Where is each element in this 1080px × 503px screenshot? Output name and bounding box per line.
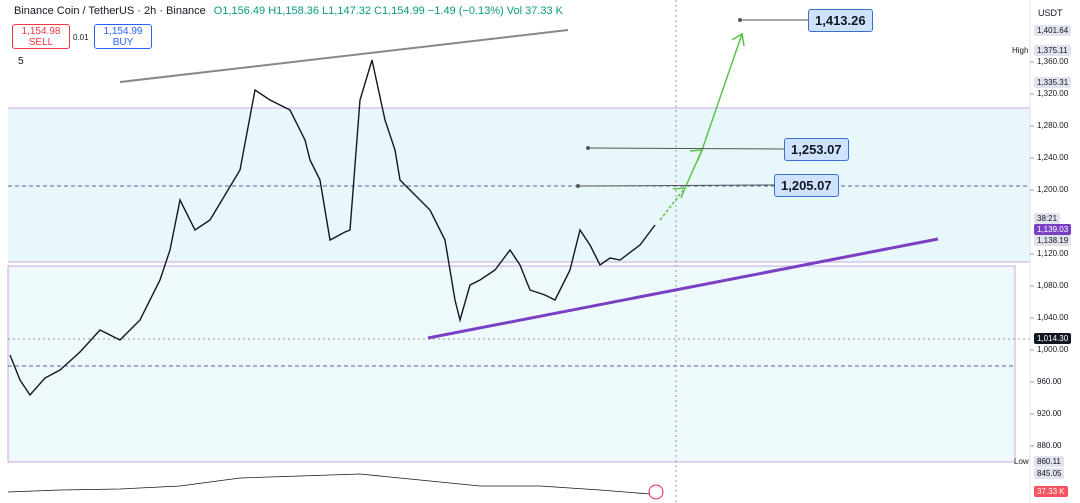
volume-label: 37.33 K (1034, 486, 1068, 497)
arrow-head (731, 32, 745, 47)
low-tag: Low (1014, 457, 1029, 466)
price-label: 1,375.11 (1034, 45, 1071, 56)
zone-lower (7, 265, 1016, 463)
arrow-head (689, 149, 704, 161)
projection (659, 187, 686, 221)
countdown: 38:21 (1034, 213, 1061, 224)
buy-button[interactable]: 1,154.99 BUY (94, 24, 152, 49)
price-tick-label: 1,360.00 (1037, 57, 1069, 66)
symbol: Binance Coin / TetherUS · 2h · Binance (14, 5, 206, 17)
trend-line (119, 29, 569, 83)
price-label: 1,401.64 (1034, 25, 1072, 36)
buy-label: BUY (112, 37, 134, 48)
price-tick-label: 1,200.00 (1037, 185, 1069, 194)
high-tag: High (1012, 46, 1029, 55)
callout-line (577, 184, 775, 187)
volume-line (7, 473, 651, 495)
sell-button[interactable]: 1,154.98 SELL (12, 24, 70, 49)
crosshair-price: 1,014.30 (1034, 333, 1072, 344)
zone-upper (8, 108, 1030, 262)
price-tick-label: 1,000.00 (1037, 345, 1069, 354)
indicators-toggle[interactable]: 5 (18, 56, 24, 67)
callout-dot (586, 146, 590, 150)
price-label: 845.05 (1034, 468, 1065, 479)
buy-price: 1,154.99 (103, 26, 143, 37)
arrow-head (672, 187, 687, 199)
price-tick-label: 920.00 (1037, 409, 1062, 418)
callout-dot (738, 18, 742, 22)
spread: 0.01 (73, 33, 89, 42)
price-tick-label: 1,080.00 (1037, 281, 1069, 290)
price-tick-label: 1,120.00 (1037, 249, 1069, 258)
price-tick-label: 880.00 (1037, 441, 1062, 450)
alert-icon[interactable] (648, 484, 664, 500)
last-price: 1,139.03 (1034, 224, 1072, 235)
ohlc: O1,156.49 H1,158.36 L1,147.32 C1,154.99 … (213, 5, 564, 17)
price-tick-label: 1,040.00 (1037, 313, 1069, 322)
price-tick-label: 1,280.00 (1037, 121, 1069, 130)
header: Binance Coin / TetherUS · 2h · Binance O1… (14, 5, 563, 17)
price-label: 1,138.19 (1034, 235, 1072, 246)
price-tick-label: 1,240.00 (1037, 153, 1069, 162)
price-tick-label: 1,320.00 (1037, 89, 1069, 98)
sell-price: 1,154.98 (21, 26, 61, 37)
price-label: 860.11 (1034, 456, 1064, 467)
sell-label: SELL (28, 37, 54, 48)
callout-line (587, 147, 785, 150)
callout-dot (576, 184, 580, 188)
price-label: 1,335.31 (1034, 77, 1072, 88)
price-tick-label: 960.00 (1037, 377, 1062, 386)
target-callout: 1,413.26 (808, 9, 873, 32)
price-path (9, 59, 656, 397)
target-callout: 1,253.07 (784, 138, 849, 161)
trend-line (427, 237, 939, 340)
target-callout: 1,205.07 (774, 174, 839, 197)
currency[interactable]: USDT (1038, 8, 1063, 18)
